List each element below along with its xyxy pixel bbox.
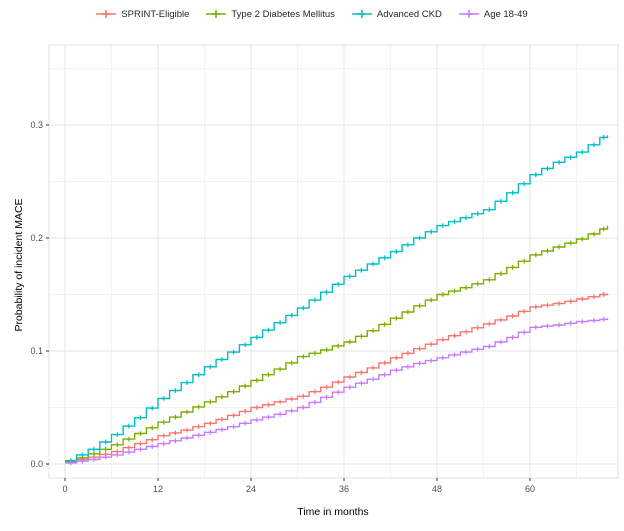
legend-key-line-plus-icon: [458, 10, 479, 18]
y-tick-label: 0.1: [30, 346, 43, 356]
legend-key-line-plus-icon: [206, 10, 227, 18]
x-tick-label: 0: [62, 484, 67, 494]
curve-sprint-eligible: [65, 293, 609, 463]
legend-label: Age 18-49: [483, 8, 528, 20]
axis-ticks-and-labels: 0 12 24 36 48 60 0.0 0.1 0.2 0.3: [30, 120, 535, 494]
legend-label: Advanced CKD: [376, 8, 442, 20]
legend-item-advanced-ckd: Advanced CKD: [351, 8, 442, 20]
censor-marks-age-18-49: [68, 317, 607, 466]
y-tick-label: 0.2: [30, 233, 43, 243]
legend-label: Type 2 Diabetes Mellitus: [231, 8, 335, 20]
x-tick-label: 24: [246, 484, 256, 494]
x-tick-label: 60: [525, 484, 535, 494]
legend: SPRINT-Eligible Type 2 Diabetes Mellitus A…: [0, 8, 624, 20]
x-tick-label: 36: [339, 484, 349, 494]
x-tick-label: 48: [432, 484, 442, 494]
legend-item-age-18-49: Age 18-49: [458, 8, 528, 20]
y-axis-title: Probability of incident MACE: [13, 198, 25, 331]
x-tick-label: 12: [153, 484, 163, 494]
censor-marks-sprint-eligible: [68, 292, 607, 465]
legend-key-line-plus-icon: [96, 10, 117, 18]
survival-curves: [65, 135, 609, 466]
y-tick-label: 0.0: [30, 459, 43, 469]
censor-marks-advanced-ckd: [68, 135, 607, 463]
gridlines: [49, 45, 618, 478]
legend-key-line-plus-icon: [351, 10, 372, 18]
x-axis-title: Time in months: [297, 506, 368, 518]
legend-label: SPRINT-Eligible: [121, 8, 190, 20]
legend-item-sprint-eligible: SPRINT-Eligible: [96, 8, 189, 20]
legend-item-type-2-diabetes-mellitus: Type 2 Diabetes Mellitus: [206, 8, 335, 20]
panel-border: [48, 44, 619, 479]
y-tick-label: 0.3: [30, 120, 43, 130]
